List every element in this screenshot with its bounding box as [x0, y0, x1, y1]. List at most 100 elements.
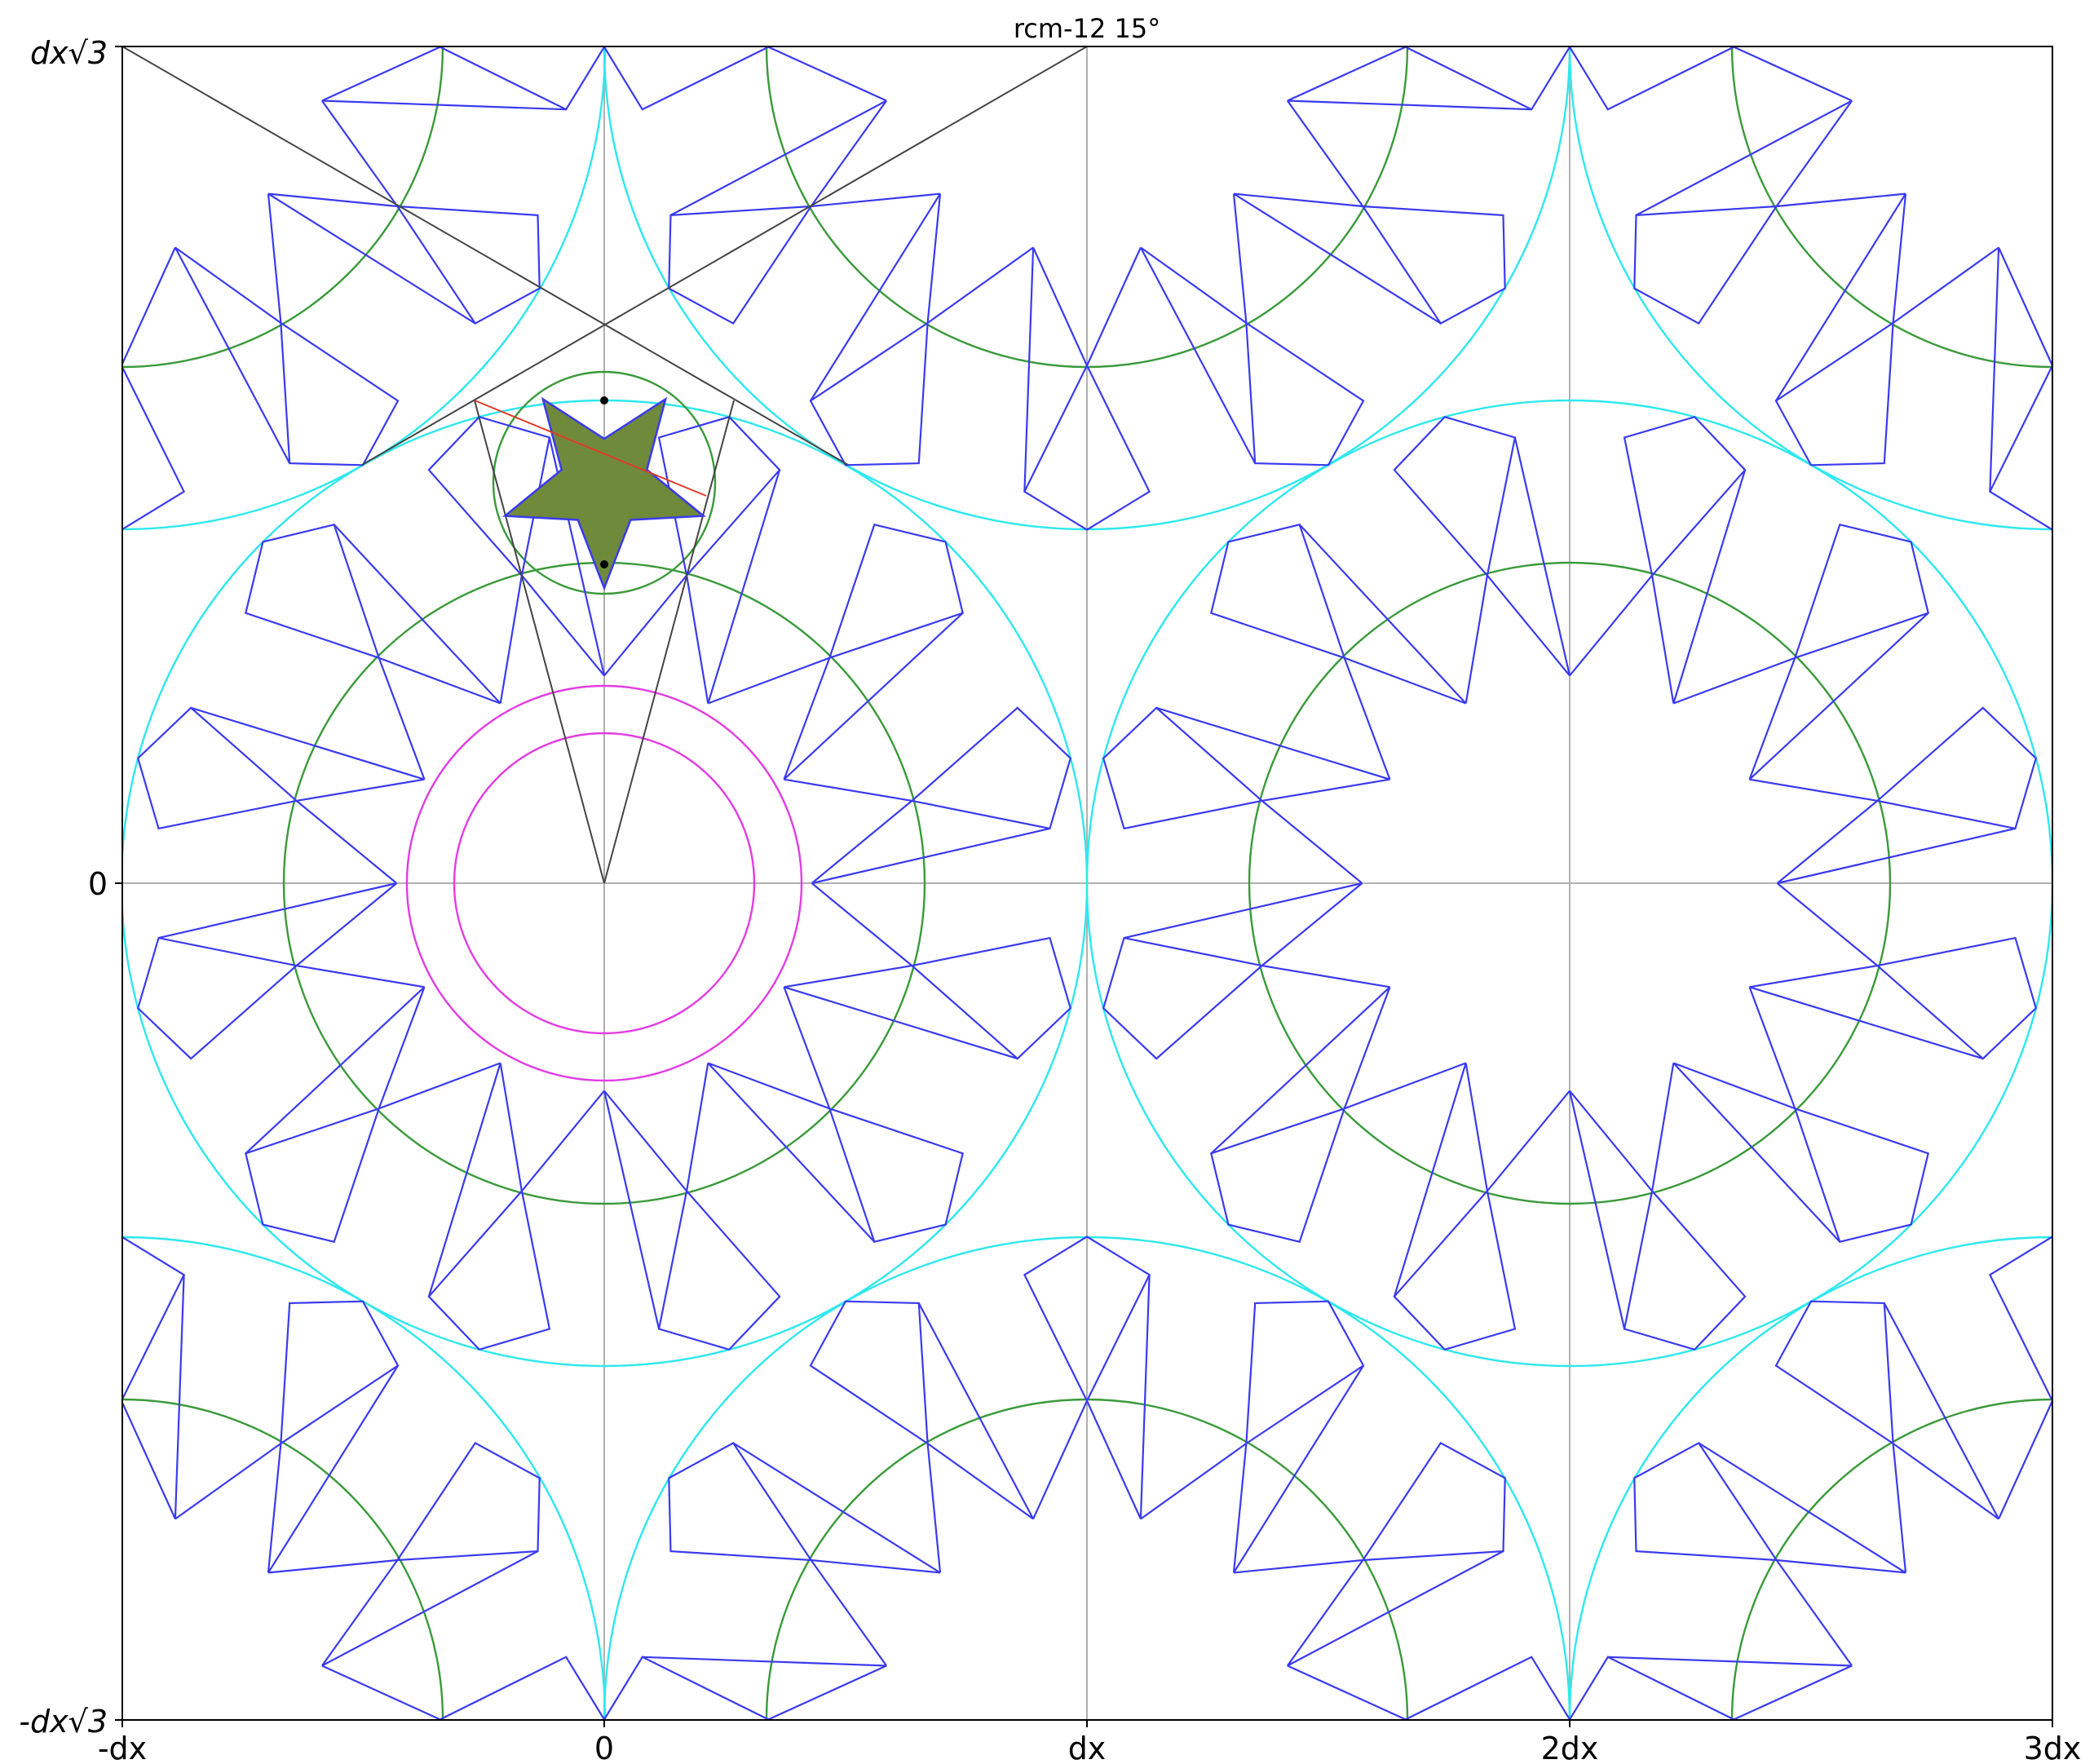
- rosette-kite: [1774, 322, 1894, 466]
- star-bottom-point: [600, 560, 608, 568]
- rosette-strand: [1139, 246, 1257, 464]
- rosette-kite: [1988, 365, 2052, 531]
- green-circle-star: [492, 370, 717, 595]
- rosette-kite: [122, 1236, 186, 1402]
- rosette-kite: [427, 1190, 551, 1351]
- rosette-kite: [1209, 1107, 1345, 1244]
- rosette-kite: [1393, 1190, 1517, 1351]
- rosette-kite: [136, 936, 298, 1060]
- magenta-circles: [405, 684, 803, 1082]
- rosette-kite: [122, 365, 186, 531]
- rosette-strand: [784, 986, 1018, 1060]
- rosette-kite: [828, 1107, 965, 1244]
- rosette-strand: [321, 99, 567, 111]
- x-tick-label: dx: [1068, 1731, 1107, 1764]
- rosette-strand: [267, 1364, 399, 1573]
- construction-line-3: [474, 400, 605, 884]
- rosette-kite: [1774, 1300, 1894, 1444]
- rosette-strand: [1749, 986, 1984, 1060]
- rosette-kite: [1393, 415, 1517, 577]
- rosette-strand: [1233, 1364, 1364, 1573]
- rosette-kite: [911, 706, 1072, 830]
- rosette-strand: [1989, 247, 2000, 492]
- rosette-strand: [1607, 1656, 1853, 1667]
- x-tick-label: 3dx: [2024, 1731, 2082, 1764]
- magenta-circle-inner: [453, 732, 756, 1035]
- rosette-kite: [396, 205, 541, 325]
- rosette-petal: [122, 1400, 176, 1519]
- rosette-strand: [811, 827, 1050, 885]
- y-tick-label-middle: 0: [88, 866, 108, 902]
- y-tick-labels: dx√3 0 -dx√3: [19, 35, 108, 1740]
- rosette-strand: [783, 612, 964, 780]
- rosette-strand: [1775, 193, 1906, 402]
- figure-title: rcm-12 15°: [1014, 13, 1160, 44]
- rosette-strand: [1210, 986, 1391, 1155]
- green-circle-right: [1248, 561, 1892, 1205]
- rosette-kite: [1794, 523, 1930, 659]
- rosette-kite: [396, 1441, 541, 1562]
- rosette-strand: [1023, 247, 1035, 492]
- rosette-strand: [707, 1062, 876, 1243]
- rosette-strand: [321, 1550, 539, 1667]
- rosette-strand: [1233, 192, 1442, 325]
- rosette-kite: [1245, 322, 1365, 466]
- construction-line-4: [603, 400, 735, 884]
- rosette-kite: [809, 1300, 929, 1444]
- rosette-strand: [603, 1090, 660, 1329]
- rosette-strand: [158, 882, 397, 939]
- rosette-kite: [668, 1441, 812, 1562]
- star-motif: [474, 396, 707, 591]
- rosette-petal: [1998, 1399, 2052, 1519]
- rosette-strand: [1124, 882, 1363, 939]
- rosette-strand: [1748, 612, 1929, 780]
- rosette-kite: [1023, 365, 1151, 531]
- rosette-strand: [669, 99, 887, 216]
- rosette-strand: [1298, 524, 1467, 705]
- rosette-strand: [174, 246, 291, 464]
- rosette-strand: [1287, 1550, 1504, 1667]
- y-tick-label-bottom: -dx√3: [19, 1704, 108, 1740]
- rosette-strand: [190, 706, 425, 780]
- rosette-strand: [174, 1275, 185, 1519]
- rosette-strand: [427, 1063, 501, 1298]
- red-construction-line: [474, 400, 707, 497]
- rosette-petal: [122, 247, 176, 366]
- cyan-circle-right: [1085, 399, 2052, 1368]
- construction-lines: [122, 46, 1088, 884]
- rosette-strand: [245, 986, 426, 1155]
- rosette-kite: [1633, 1441, 1778, 1562]
- rosette-strand: [642, 1656, 887, 1667]
- rosette-kite: [244, 1107, 380, 1244]
- rosette-strand: [333, 524, 501, 705]
- rosette-strand: [1698, 1442, 1906, 1574]
- x-tick-label: 2dx: [1541, 1731, 1599, 1764]
- rosette-kite: [828, 523, 965, 659]
- rosette-strand: [1155, 706, 1390, 780]
- rosette-strand: [810, 193, 941, 402]
- rosette-kite: [1209, 523, 1345, 659]
- rosette-kite: [1362, 205, 1506, 325]
- rosette-strand: [1393, 1063, 1467, 1298]
- rosette-strand: [1139, 1275, 1151, 1519]
- magenta-circle-outer: [405, 684, 803, 1082]
- rosette-strand: [707, 469, 781, 704]
- rosette-strand: [267, 192, 476, 325]
- construction-line-2: [361, 46, 1088, 466]
- rosette-strand: [1568, 1090, 1626, 1329]
- rosette-strand: [1672, 1062, 1841, 1243]
- rosette-kite: [809, 322, 929, 466]
- rosette-strand: [1777, 827, 2016, 885]
- rosette-kite: [1623, 1190, 1747, 1351]
- rosette-kite: [1245, 1300, 1365, 1444]
- rosette-strand: [917, 1302, 1035, 1520]
- tick-marks: [115, 46, 2053, 1727]
- x-tick-label: 0: [594, 1731, 614, 1764]
- rosette-kite: [1102, 706, 1263, 830]
- rosette-strand: [1883, 1302, 2000, 1520]
- rosette-strand: [1672, 469, 1747, 704]
- rosette-kite: [1023, 1236, 1151, 1402]
- y-tick-label-top: dx√3: [30, 35, 108, 71]
